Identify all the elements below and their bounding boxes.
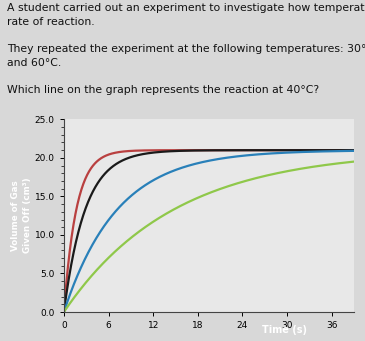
- Text: A student carried out an experiment to investigate how temperature affected the
: A student carried out an experiment to i…: [7, 3, 365, 95]
- Text: Time (s): Time (s): [262, 325, 307, 335]
- Text: Volume of Gas
Given Off (cm³): Volume of Gas Given Off (cm³): [12, 178, 32, 253]
